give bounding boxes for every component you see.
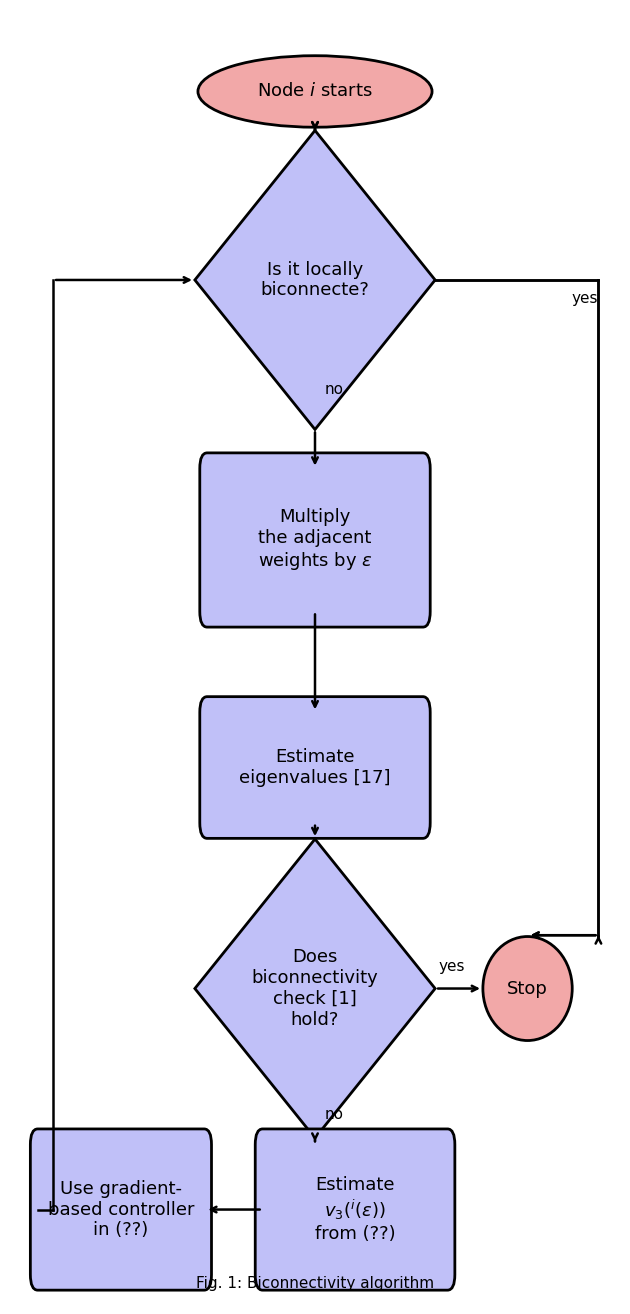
Text: Multiply
the adjacent
weights by $\epsilon$: Multiply the adjacent weights by $\epsil… xyxy=(258,509,372,572)
Polygon shape xyxy=(195,840,435,1138)
Text: Estimate
eigenvalues [17]: Estimate eigenvalues [17] xyxy=(239,748,391,787)
Text: Is it locally
biconnecte?: Is it locally biconnecte? xyxy=(261,260,369,300)
FancyBboxPatch shape xyxy=(30,1129,212,1290)
Text: yes: yes xyxy=(438,959,465,974)
Text: no: no xyxy=(324,381,343,397)
Text: Estimate
$v_3$($^i(\epsilon)$)
from (??): Estimate $v_3$($^i(\epsilon)$) from (??) xyxy=(315,1176,396,1243)
Text: Use gradient-
based controller
in (??): Use gradient- based controller in (??) xyxy=(48,1180,194,1239)
Polygon shape xyxy=(195,130,435,430)
Text: no: no xyxy=(324,1108,343,1122)
FancyBboxPatch shape xyxy=(200,453,430,627)
Ellipse shape xyxy=(483,937,572,1041)
Text: Fig. 1: Biconnectivity algorithm: Fig. 1: Biconnectivity algorithm xyxy=(196,1276,434,1292)
FancyBboxPatch shape xyxy=(255,1129,455,1290)
FancyBboxPatch shape xyxy=(200,696,430,838)
Text: Does
biconnectivity
check [1]
hold?: Does biconnectivity check [1] hold? xyxy=(251,949,379,1029)
Text: Stop: Stop xyxy=(507,979,548,997)
Ellipse shape xyxy=(198,55,432,127)
Text: yes: yes xyxy=(572,290,598,306)
Text: Node $i$ starts: Node $i$ starts xyxy=(257,83,373,100)
